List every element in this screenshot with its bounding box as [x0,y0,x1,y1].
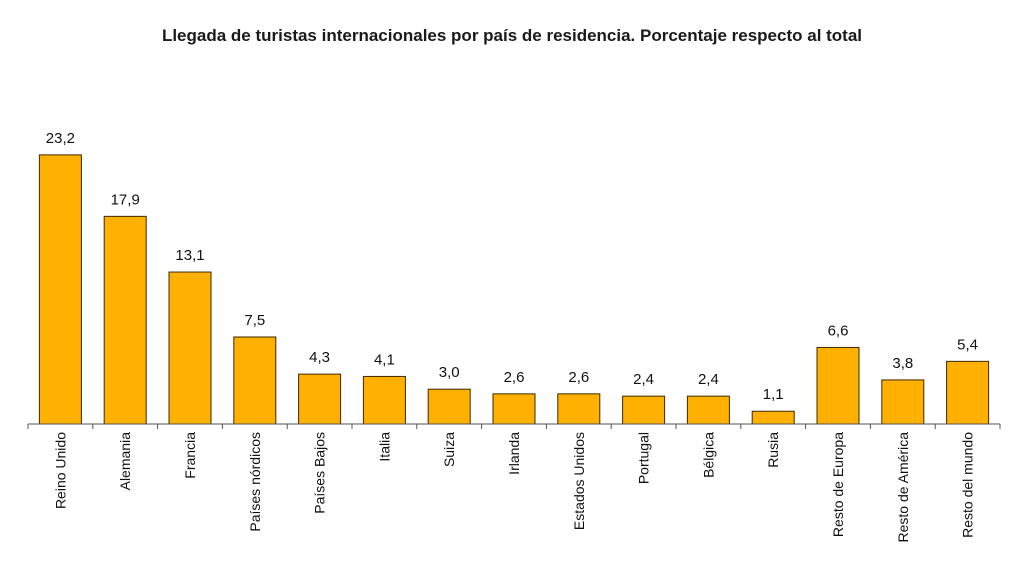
value-label-rusia: 1,1 [763,386,784,403]
category-label-francia: Francia [182,432,198,479]
value-label-francia: 13,1 [175,247,204,264]
bar-resto-de-europa [816,346,860,425]
chart-title: Llegada de turistas internacionales por … [161,26,863,45]
bar-paises-nordicos [233,336,277,425]
category-label-resto-de-europa: Resto de Europa [830,432,846,537]
value-label-suiza: 3,0 [439,364,460,381]
value-label-paises-bajos: 4,3 [309,349,330,366]
value-label-portugal: 2,4 [633,371,654,388]
value-label-italia: 4,1 [374,351,395,368]
category-label-portugal: Portugal [636,432,652,484]
bar-alemania [103,215,147,425]
category-label-alemania: Alemania [117,432,133,491]
bar-italia [362,375,406,425]
bar-paises-bajos [298,373,342,425]
bars-layer [38,154,990,425]
value-label-resto-de-america: 3,8 [892,355,913,372]
value-label-resto-de-europa: 6,6 [828,322,849,339]
value-labels-layer: 23,2 17,9 13,1 7,5 4,3 4,1 3,0 2,6 2,6 2,4 2,4 1,1 6… [46,130,978,403]
value-label-belgica: 2,4 [698,371,719,388]
value-label-estados-unidos: 2,6 [568,369,589,386]
bar-suiza [427,388,471,425]
category-label-italia: Italia [376,432,392,462]
category-label-resto-del-mundo: Resto del mundo [960,432,976,538]
category-label-reino-unido: Reino Unido [52,432,68,509]
value-label-paises-nordicos: 7,5 [244,312,265,329]
category-label-belgica: Bélgica [700,432,716,478]
bar-belgica [686,395,730,425]
bar-irlanda [492,393,536,425]
category-label-suiza: Suiza [441,432,457,467]
category-label-resto-de-america: Resto de América [895,432,911,543]
category-label-rusia: Rusia [765,432,781,468]
category-labels-layer: Reino Unido Alemania Francia Países nórdico… [52,432,975,543]
bar-resto-del-mundo [946,360,990,425]
x-axis [27,423,1001,429]
bar-resto-de-america [881,379,925,425]
value-label-irlanda: 2,6 [504,369,525,386]
category-label-estados-unidos: Estados Unidos [571,432,587,530]
category-label-irlanda: Irlanda [506,432,522,475]
value-label-reino-unido: 23,2 [46,130,75,147]
bar-portugal [622,395,666,425]
bar-estados-unidos [557,393,601,425]
bar-reino-unido [38,154,82,425]
bar-rusia [751,410,795,425]
value-label-resto-del-mundo: 5,4 [957,336,978,353]
bar-francia [168,271,212,425]
value-label-alemania: 17,9 [111,191,140,208]
category-label-paises-bajos: Países Bajos [312,432,328,514]
category-label-paises-nordicos: Países nórdicos [247,432,263,532]
